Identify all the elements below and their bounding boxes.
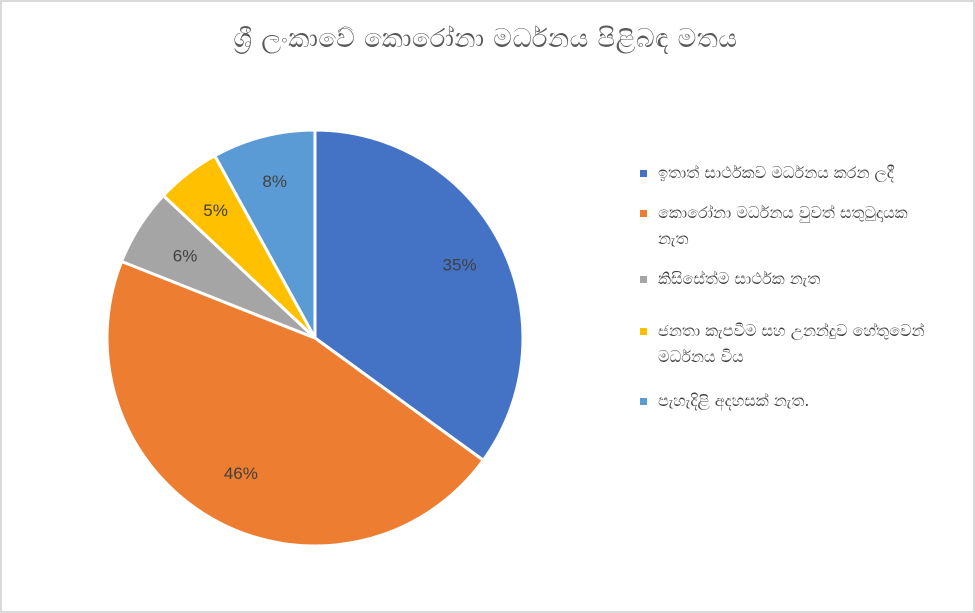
pie-slice-2	[105, 259, 486, 548]
chart-legend: ඉතාත් සාර්ථකව මර්ධනය කරන ලදී කොරෝනා මර්ධන…	[640, 160, 940, 414]
legend-marker-2	[640, 210, 647, 217]
chart-title: ශ්‍රී ලංකාවේ කොරෝනා මර්ධනය පිළිබඳ මතය	[233, 24, 738, 54]
legend-item-2: කොරෝනා මර්ධනය වුවත් සතුටුදායක නැත	[640, 200, 940, 252]
pie-slice-5	[212, 128, 317, 339]
legend-item-1: ඉතාත් සාර්ථකව මර්ධනය කරන ලදී	[640, 160, 940, 186]
legend-label-5: පැහැදිළි අදහසක් නැත.	[658, 391, 810, 410]
legend-marker-3	[640, 276, 647, 283]
pie-slice-1	[313, 128, 525, 463]
data-label-2: 46%	[224, 464, 258, 483]
legend-label-1: ඉතාත් සාර්ථකව මර්ධනය කරන ලදී	[658, 163, 894, 182]
legend-label-4: ජනතා කැපවීම සහ උනන්දුව හේතුවෙන් මර්ධනය ව…	[658, 321, 925, 366]
data-label-5: 8%	[262, 172, 287, 191]
legend-label-2: කොරෝනා මර්ධනය වුවත් සතුටුදායක නැත	[658, 203, 908, 248]
data-label-4: 5%	[203, 201, 228, 220]
legend-marker-5	[640, 398, 647, 405]
legend-marker-4	[640, 328, 647, 335]
legend-item-5: පැහැදිළි අදහසක් නැත.	[640, 388, 940, 414]
legend-item-3: කිසිසේත්ම සාර්ථක නැත	[640, 266, 940, 292]
legend-item-4: ජනතා කැපවීම සහ උනන්දුව හේතුවෙන් මර්ධනය ව…	[640, 318, 940, 370]
data-label-3: 6%	[173, 247, 198, 266]
legend-marker-1	[640, 170, 647, 177]
legend-label-3: කිසිසේත්ම සාර්ථක නැත	[658, 269, 821, 288]
data-label-1: 35%	[443, 255, 477, 274]
